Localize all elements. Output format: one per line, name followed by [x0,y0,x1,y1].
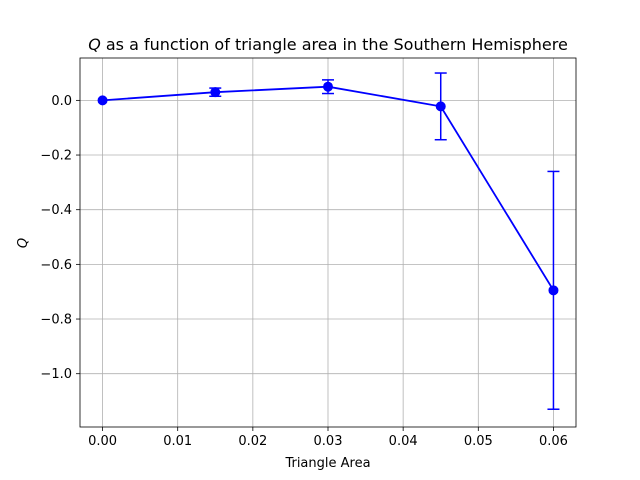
data-point [435,101,446,112]
x-tick-label: 0.00 [88,434,117,449]
y-tick-label: −0.4 [40,203,72,218]
data-point [210,87,221,98]
data-layer [97,72,560,410]
y-tick-label: −0.8 [40,313,72,328]
tick-layer: 0.00 0.01 0.02 0.03 0.04 0.05 0.06 0.0 −0.2 −0.4 −… [40,94,568,449]
x-tick-label: 0.01 [163,434,192,449]
y-tick-label: −0.6 [40,258,72,273]
data-point [97,95,108,106]
x-tick-label: 0.03 [314,434,343,449]
x-tick-label: 0.04 [389,434,418,449]
y-tick-label: 0.0 [51,94,72,109]
chart-title: Q as a function of triangle area in the … [88,35,568,54]
chart-title-symbol: Q [88,35,101,54]
data-point [323,81,333,92]
x-tick-label: 0.05 [464,434,493,449]
y-axis-label: Q [16,238,31,248]
y-tick-label: −1.0 [40,367,72,382]
x-tick-label: 0.02 [238,434,267,449]
chart-title-text: as a function of triangle area in the So… [101,35,568,54]
data-point [548,285,559,296]
x-axis-label: Triangle Area [284,456,370,471]
y-tick-label: −0.2 [40,149,72,164]
x-tick-label: 0.06 [539,434,568,449]
grid-layer [80,58,576,427]
